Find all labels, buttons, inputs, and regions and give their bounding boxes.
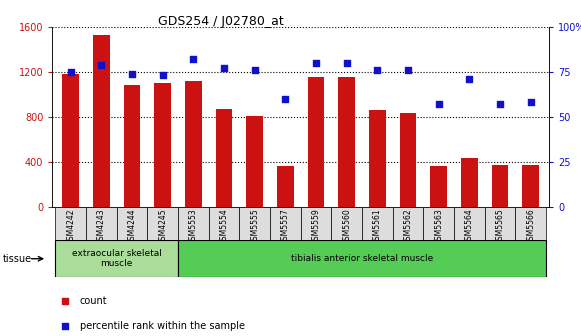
Text: GSM5562: GSM5562 xyxy=(403,208,413,245)
Text: GSM5563: GSM5563 xyxy=(434,208,443,245)
FancyBboxPatch shape xyxy=(331,207,362,240)
Bar xyxy=(522,165,539,207)
Text: extraocular skeletal
muscle: extraocular skeletal muscle xyxy=(71,249,162,268)
Point xyxy=(158,73,167,78)
Text: count: count xyxy=(80,296,107,306)
Text: GSM5560: GSM5560 xyxy=(342,208,351,245)
Bar xyxy=(246,116,263,207)
FancyBboxPatch shape xyxy=(178,207,209,240)
Bar xyxy=(430,166,447,207)
Bar xyxy=(216,109,232,207)
Text: tissue: tissue xyxy=(3,254,32,264)
Text: GSM4242: GSM4242 xyxy=(66,208,75,245)
Point xyxy=(127,71,137,76)
Text: GSM4245: GSM4245 xyxy=(158,208,167,245)
Bar xyxy=(62,74,79,207)
Text: GSM5559: GSM5559 xyxy=(311,208,321,245)
FancyBboxPatch shape xyxy=(301,207,331,240)
Point xyxy=(372,67,382,73)
Bar xyxy=(461,158,478,207)
Bar xyxy=(277,166,294,207)
Point xyxy=(60,323,69,329)
Point xyxy=(311,60,321,66)
Bar xyxy=(185,81,202,207)
Text: GSM4243: GSM4243 xyxy=(97,208,106,245)
FancyBboxPatch shape xyxy=(209,207,239,240)
FancyBboxPatch shape xyxy=(239,207,270,240)
Point xyxy=(60,298,69,303)
Point xyxy=(526,100,535,105)
Bar xyxy=(369,110,386,207)
FancyBboxPatch shape xyxy=(393,207,424,240)
Point xyxy=(434,101,443,107)
FancyBboxPatch shape xyxy=(148,207,178,240)
FancyBboxPatch shape xyxy=(55,240,178,277)
Point xyxy=(250,67,259,73)
Point xyxy=(281,96,290,101)
Bar xyxy=(338,77,355,207)
Bar xyxy=(307,77,324,207)
Text: GSM5564: GSM5564 xyxy=(465,208,474,245)
Bar xyxy=(93,35,110,207)
Text: GDS254 / J02780_at: GDS254 / J02780_at xyxy=(158,15,284,28)
Text: GSM5554: GSM5554 xyxy=(220,208,228,245)
FancyBboxPatch shape xyxy=(362,207,393,240)
Point xyxy=(496,101,505,107)
Text: GSM5561: GSM5561 xyxy=(373,208,382,245)
FancyBboxPatch shape xyxy=(117,207,148,240)
FancyBboxPatch shape xyxy=(270,207,301,240)
Point xyxy=(66,69,76,75)
Point xyxy=(220,66,229,71)
Point xyxy=(189,56,198,62)
Bar xyxy=(400,113,417,207)
Text: tibialis anterior skeletal muscle: tibialis anterior skeletal muscle xyxy=(291,254,433,263)
Point xyxy=(465,76,474,82)
Text: GSM5566: GSM5566 xyxy=(526,208,535,245)
FancyBboxPatch shape xyxy=(485,207,515,240)
Point xyxy=(403,67,413,73)
Bar xyxy=(154,83,171,207)
FancyBboxPatch shape xyxy=(86,207,117,240)
FancyBboxPatch shape xyxy=(55,207,86,240)
FancyBboxPatch shape xyxy=(454,207,485,240)
FancyBboxPatch shape xyxy=(424,207,454,240)
Text: GSM5557: GSM5557 xyxy=(281,208,290,245)
Text: GSM5553: GSM5553 xyxy=(189,208,198,245)
Point xyxy=(342,60,352,66)
Text: percentile rank within the sample: percentile rank within the sample xyxy=(80,321,245,331)
Bar xyxy=(492,165,508,207)
Text: GSM4244: GSM4244 xyxy=(127,208,137,245)
Bar xyxy=(124,85,141,207)
FancyBboxPatch shape xyxy=(515,207,546,240)
FancyBboxPatch shape xyxy=(178,240,546,277)
Text: GSM5565: GSM5565 xyxy=(496,208,504,245)
Text: GSM5555: GSM5555 xyxy=(250,208,259,245)
Point xyxy=(96,62,106,67)
